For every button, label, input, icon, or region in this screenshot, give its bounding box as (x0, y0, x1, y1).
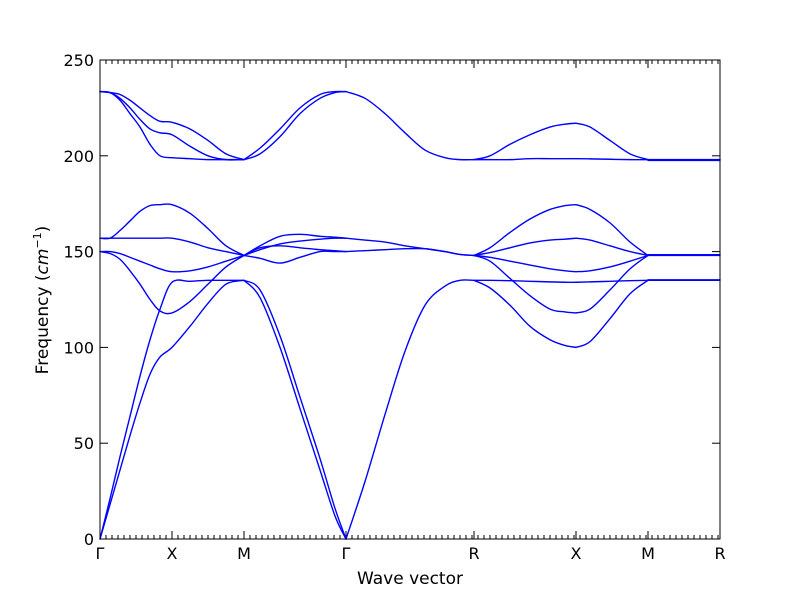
series-line-15 (243, 233, 347, 257)
series-line-3 (99, 250, 245, 315)
series-line-5 (99, 237, 245, 257)
series-line-20 (345, 237, 475, 257)
series-line-26 (473, 237, 577, 257)
series-line-9 (99, 90, 245, 161)
series-line-27 (473, 203, 577, 257)
series-line-34 (575, 237, 649, 257)
series-line-21 (345, 90, 475, 161)
series-line-36 (575, 157, 649, 161)
y-tick-labels: 0 50 100 150 200 250 (63, 51, 94, 549)
axis-ticks (99, 59, 721, 540)
series-line-1 (99, 279, 245, 540)
x-axis-label: Wave vector (357, 569, 463, 589)
series-line-33 (575, 254, 649, 273)
y-axis-label: Frequency (cm−1) (31, 226, 53, 375)
series-line-7 (99, 90, 245, 161)
series-line-23 (473, 279, 577, 283)
series-line-4 (99, 250, 245, 273)
series-line-24 (473, 254, 577, 314)
x-tick-label: R (468, 544, 479, 563)
series-line-35 (575, 203, 649, 257)
series-line-14 (243, 237, 347, 257)
series-line-22 (473, 279, 577, 349)
series-line-13 (243, 245, 347, 257)
series-line-25 (473, 254, 577, 273)
series-line-12 (243, 250, 347, 264)
series-line-30 (575, 279, 649, 349)
plot-frame (99, 59, 721, 540)
x-tick-label: X (167, 544, 178, 563)
series-line-8 (99, 90, 245, 161)
x-tick-label: R (714, 544, 725, 563)
series-line-37 (575, 122, 649, 161)
series-line-29 (473, 122, 577, 161)
series-line-17 (243, 90, 347, 161)
series-line-2 (99, 279, 245, 540)
series-line-18 (345, 279, 475, 540)
y-tick-label: 250 (63, 51, 94, 70)
x-tick-label: Γ (96, 544, 105, 563)
x-tick-label: M (237, 544, 251, 563)
x-tick-label: X (571, 544, 582, 563)
series-line-28 (473, 157, 577, 161)
x-tick-label: M (641, 544, 655, 563)
y-tick-label: 100 (63, 338, 94, 357)
y-tick-label: 0 (84, 530, 94, 549)
series-line-16 (243, 90, 347, 161)
series-lines (99, 90, 721, 540)
y-tick-label: 150 (63, 243, 94, 262)
series-line-6 (99, 203, 245, 257)
y-tick-label: 50 (74, 434, 94, 453)
series-line-31 (575, 279, 649, 283)
x-tick-label: Γ (342, 544, 351, 563)
series-line-32 (575, 254, 649, 314)
series-line-10 (243, 279, 347, 540)
y-tick-label: 200 (63, 147, 94, 166)
series-line-11 (243, 279, 347, 540)
